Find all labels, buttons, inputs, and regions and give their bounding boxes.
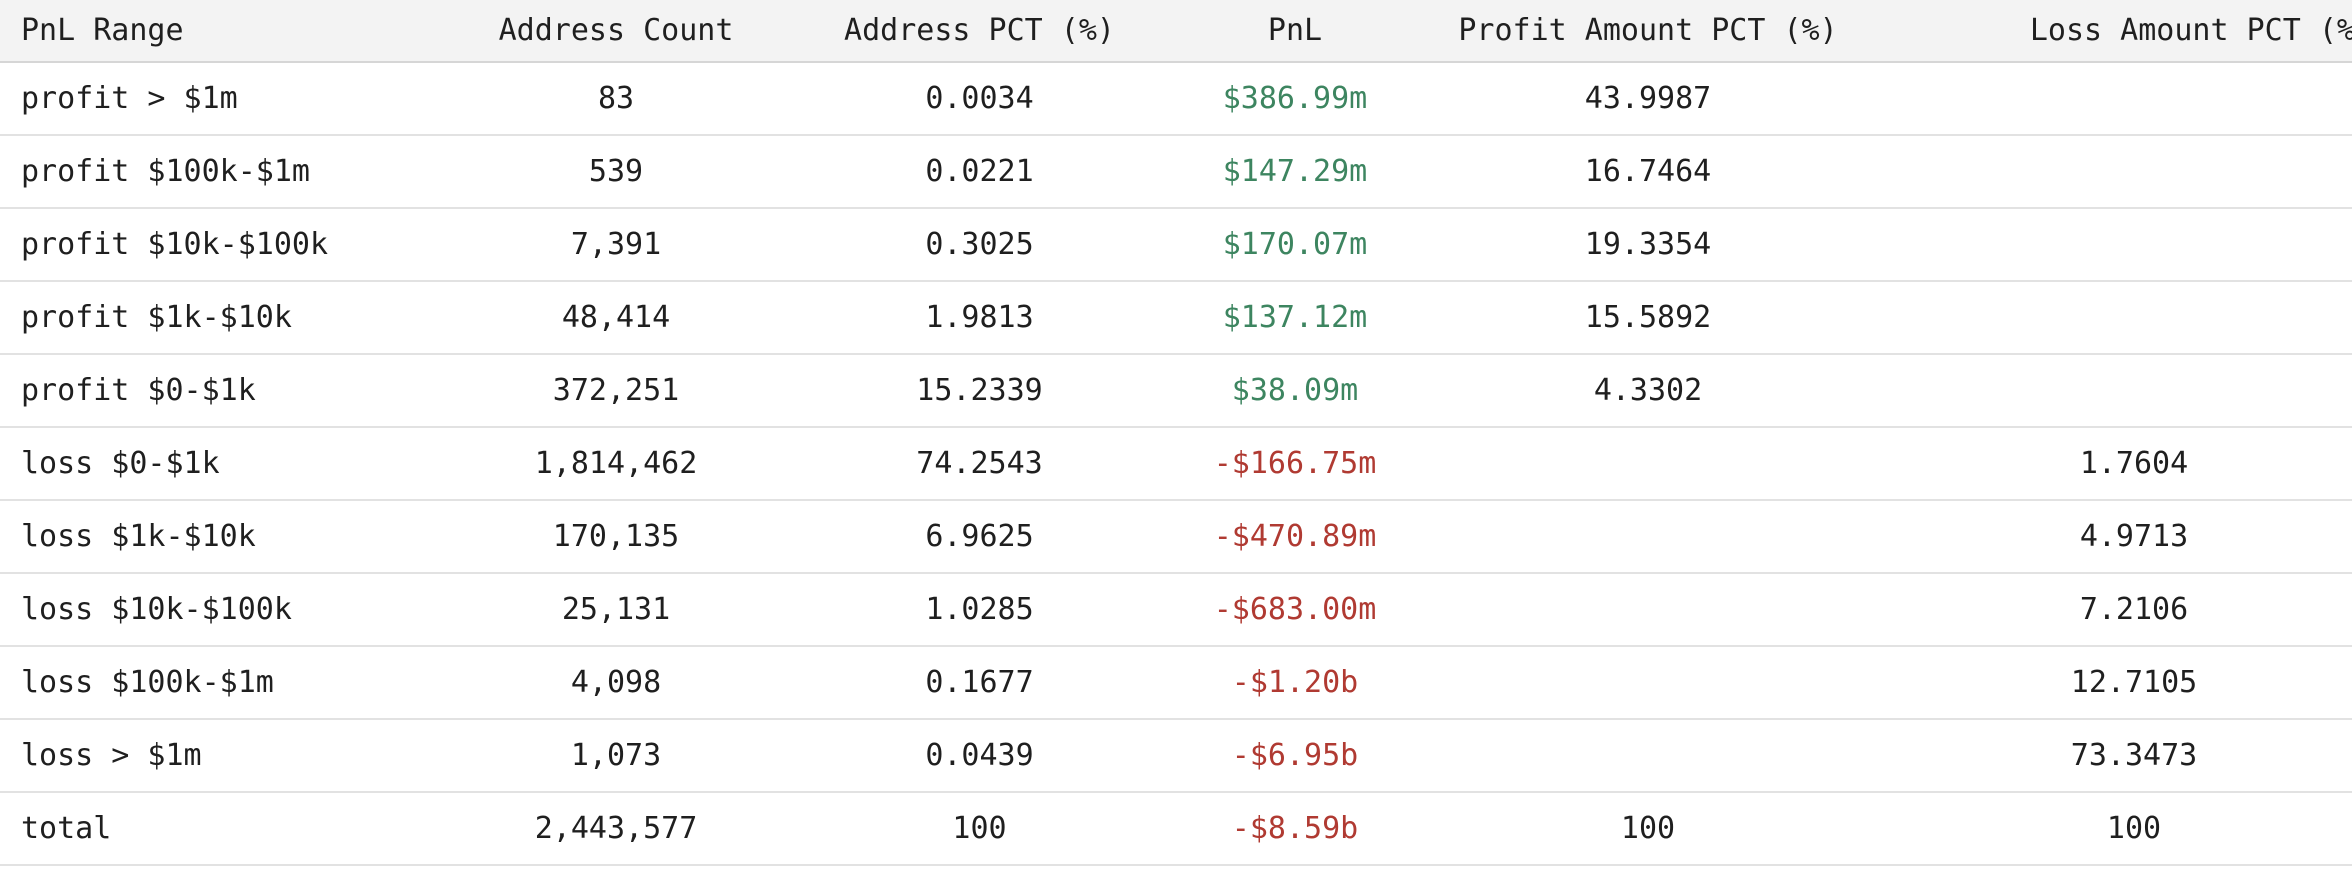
column-header-address-count[interactable]: Address Count: [498, 13, 734, 48]
table-row: loss $1k-$10k 170,135 6.9625 -$470.89m 4.971…: [0, 500, 2352, 573]
cell-pnl: $137.12m: [1222, 300, 1368, 335]
cell-loss-amount-pct: [1874, 208, 2352, 281]
table-body: profit > $1m 83 0.0034 $386.99m 43.9987 profi…: [0, 62, 2352, 865]
cell-pnl-range: loss $1k-$10k: [21, 519, 256, 554]
column-header-profit-amount-pct[interactable]: Profit Amount PCT (%): [1458, 13, 1838, 48]
cell-pnl-range: profit $0-$1k: [21, 373, 256, 408]
cell-pnl-range: profit $10k-$100k: [21, 227, 329, 262]
table-row: loss $100k-$1m 4,098 0.1677 -$1.20b 12.7105: [0, 646, 2352, 719]
cell-pnl: $38.09m: [1231, 373, 1359, 408]
table-row: profit $10k-$100k 7,391 0.3025 $170.07m 19.3…: [0, 208, 2352, 281]
cell-loss-amount-pct: 1.7604: [2079, 446, 2189, 481]
cell-pnl: $386.99m: [1222, 81, 1368, 116]
cell-pnl: $170.07m: [1222, 227, 1368, 262]
cell-pnl: -$8.59b: [1231, 811, 1359, 846]
cell-pnl-range: loss $100k-$1m: [21, 665, 274, 700]
column-header-loss-amount-pct[interactable]: Loss Amount PCT (%): [2029, 13, 2352, 48]
cell-profit-amount-pct: [1422, 719, 1874, 792]
table-row: loss $10k-$100k 25,131 1.0285 -$683.00m 7.21…: [0, 573, 2352, 646]
cell-pnl-range: loss > $1m: [21, 738, 202, 773]
column-header-pnl-range[interactable]: PnL Range: [21, 13, 184, 48]
table-row: profit $0-$1k 372,251 15.2339 $38.09m 4.3302: [0, 354, 2352, 427]
cell-profit-amount-pct: 4.3302: [1593, 373, 1703, 408]
cell-loss-amount-pct: [1874, 354, 2352, 427]
cell-address-count: 539: [588, 154, 644, 189]
cell-profit-amount-pct: 15.5892: [1584, 300, 1712, 335]
cell-address-pct: 15.2339: [916, 373, 1043, 408]
cell-pnl-range: profit > $1m: [21, 81, 238, 116]
cell-address-count: 2,443,577: [534, 811, 698, 846]
cell-loss-amount-pct: 73.3473: [2070, 738, 2198, 773]
cell-profit-amount-pct: 19.3354: [1584, 227, 1712, 262]
table-row: loss $0-$1k 1,814,462 74.2543 -$166.75m 1.76…: [0, 427, 2352, 500]
cell-loss-amount-pct: [1874, 62, 2352, 135]
cell-address-count: 25,131: [561, 592, 671, 627]
pnl-distribution-table: PnL Range Address Count Address PCT (%) …: [0, 0, 2352, 865]
cell-loss-amount-pct: [1874, 281, 2352, 354]
cell-pnl: -$683.00m: [1213, 592, 1377, 627]
cell-profit-amount-pct: [1422, 427, 1874, 500]
cell-profit-amount-pct: [1422, 500, 1874, 573]
cell-address-pct: 100: [952, 811, 1007, 846]
column-header-pnl[interactable]: PnL: [1267, 13, 1323, 48]
cell-pnl-range: profit $1k-$10k: [21, 300, 292, 335]
cell-loss-amount-pct: 4.9713: [2079, 519, 2189, 554]
cell-address-count: 48,414: [561, 300, 671, 335]
cell-address-pct: 0.1677: [925, 665, 1034, 700]
cell-loss-amount-pct: 100: [2106, 811, 2162, 846]
cell-profit-amount-pct: [1422, 573, 1874, 646]
table-row: profit $100k-$1m 539 0.0221 $147.29m 16.7464: [0, 135, 2352, 208]
cell-address-pct: 0.0034: [925, 81, 1034, 116]
cell-address-count: 4,098: [570, 665, 662, 700]
cell-address-count: 170,135: [552, 519, 680, 554]
cell-pnl-range: loss $0-$1k: [21, 446, 220, 481]
table-row: profit $1k-$10k 48,414 1.9813 $137.12m 15.58…: [0, 281, 2352, 354]
column-header-address-pct[interactable]: Address PCT (%): [844, 13, 1115, 48]
cell-pnl: -$470.89m: [1213, 519, 1377, 554]
cell-address-pct: 0.3025: [925, 227, 1034, 262]
table-header: PnL Range Address Count Address PCT (%) …: [0, 0, 2352, 62]
cell-pnl: -$6.95b: [1231, 738, 1359, 773]
cell-profit-amount-pct: 43.9987: [1584, 81, 1712, 116]
cell-pnl: -$1.20b: [1231, 665, 1359, 700]
cell-address-pct: 0.0221: [925, 154, 1034, 189]
cell-address-count: 1,814,462: [534, 446, 698, 481]
cell-profit-amount-pct: [1422, 646, 1874, 719]
cell-address-pct: 74.2543: [916, 446, 1043, 481]
header-row: PnL Range Address Count Address PCT (%) …: [0, 0, 2352, 62]
cell-address-pct: 1.9813: [925, 300, 1034, 335]
cell-pnl-range: profit $100k-$1m: [21, 154, 310, 189]
cell-address-pct: 0.0439: [925, 738, 1034, 773]
cell-profit-amount-pct: 16.7464: [1584, 154, 1712, 189]
cell-pnl: -$166.75m: [1213, 446, 1377, 481]
table-row: loss > $1m 1,073 0.0439 -$6.95b 73.3473: [0, 719, 2352, 792]
cell-address-count: 1,073: [570, 738, 662, 773]
table-total-row: total 2,443,577 100 -$8.59b 100 100: [0, 792, 2352, 865]
cell-address-count: 7,391: [570, 227, 662, 262]
cell-pnl: $147.29m: [1222, 154, 1368, 189]
cell-address-count: 372,251: [552, 373, 680, 408]
cell-pnl-range: loss $10k-$100k: [21, 592, 292, 627]
cell-profit-amount-pct: 100: [1620, 811, 1676, 846]
cell-address-pct: 1.0285: [925, 592, 1034, 627]
table-row: profit > $1m 83 0.0034 $386.99m 43.9987: [0, 62, 2352, 135]
cell-loss-amount-pct: [1874, 135, 2352, 208]
cell-address-pct: 6.9625: [925, 519, 1034, 554]
cell-pnl-range: total: [21, 811, 112, 846]
cell-address-count: 83: [597, 81, 635, 116]
cell-loss-amount-pct: 12.7105: [2070, 665, 2198, 700]
cell-loss-amount-pct: 7.2106: [2079, 592, 2189, 627]
